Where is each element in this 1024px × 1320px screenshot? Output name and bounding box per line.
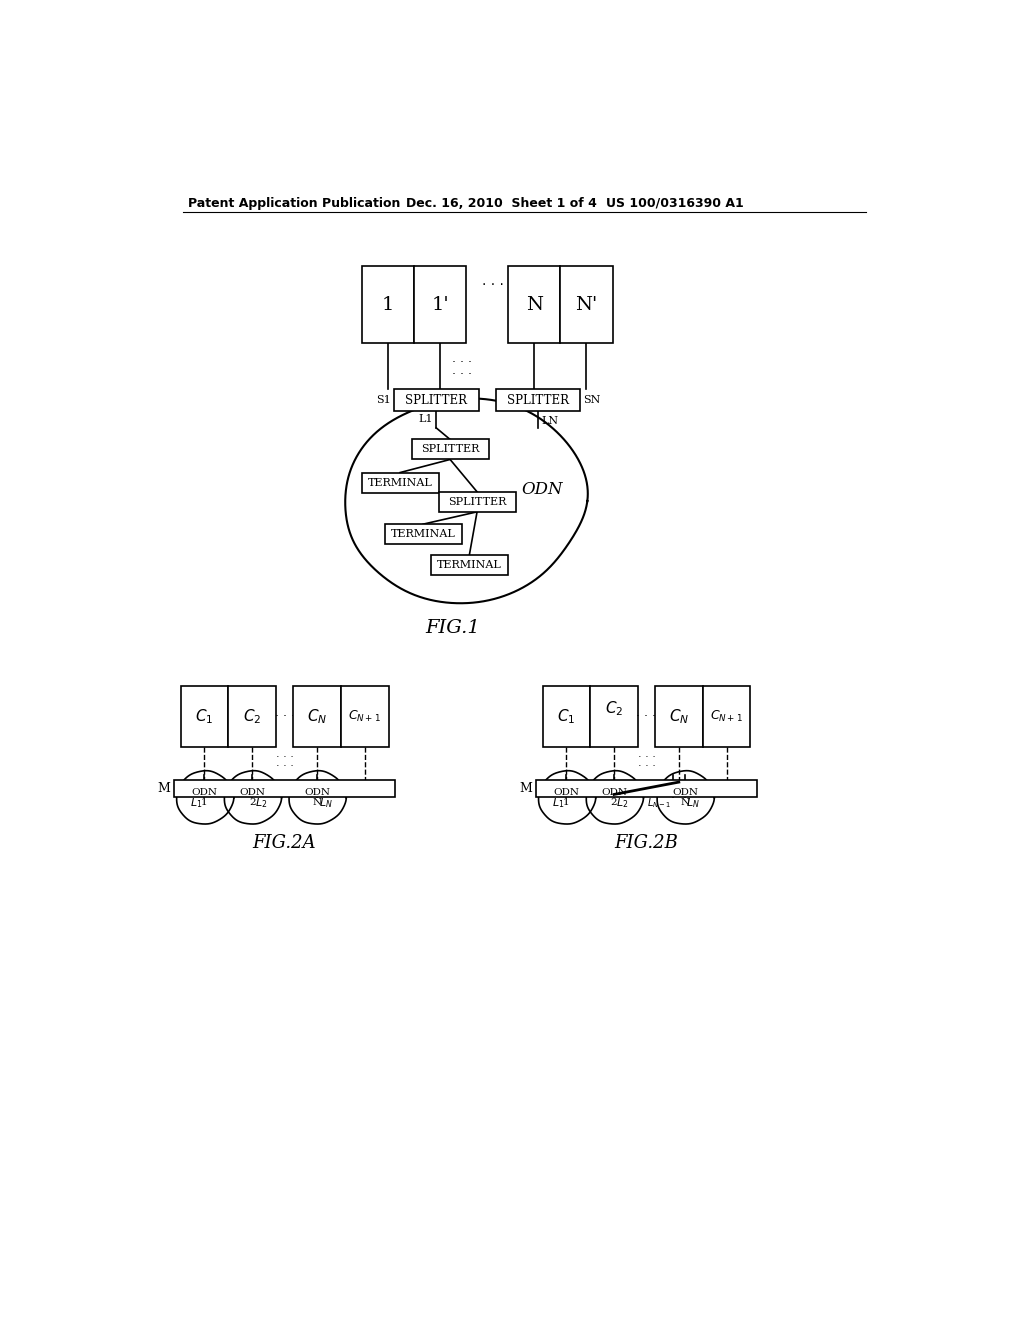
- Text: SN: SN: [584, 395, 601, 405]
- Bar: [590, 686, 638, 747]
- Polygon shape: [657, 771, 715, 824]
- Text: ODN
1: ODN 1: [191, 788, 217, 808]
- Text: N: N: [525, 296, 543, 314]
- Bar: [174, 780, 394, 797]
- Text: FIG.2A: FIG.2A: [253, 834, 316, 851]
- Text: $L_N$: $L_N$: [319, 796, 333, 809]
- Text: $C_N$: $C_N$: [307, 708, 327, 726]
- Bar: [537, 780, 757, 797]
- Bar: [385, 524, 462, 544]
- Text: SPLITTER: SPLITTER: [421, 445, 479, 454]
- Bar: [228, 686, 276, 747]
- Text: · · ·: · · ·: [481, 279, 504, 293]
- Bar: [655, 686, 702, 747]
- Text: $L_1$: $L_1$: [189, 796, 202, 809]
- Text: US 100/0316390 A1: US 100/0316390 A1: [606, 197, 744, 210]
- Polygon shape: [224, 771, 282, 824]
- Text: TERMINAL: TERMINAL: [437, 560, 502, 570]
- Text: ODN
N: ODN N: [304, 788, 330, 808]
- Text: 1': 1': [431, 296, 449, 314]
- Bar: [438, 492, 515, 512]
- Text: SPLITTER: SPLITTER: [447, 496, 506, 507]
- Text: FIG.1: FIG.1: [425, 619, 480, 638]
- Bar: [560, 267, 612, 343]
- Text: · · ·: · · ·: [275, 751, 294, 762]
- Text: · · ·: · · ·: [275, 760, 294, 771]
- Text: TERMINAL: TERMINAL: [368, 478, 432, 487]
- Text: M: M: [158, 781, 171, 795]
- Text: $L_N$: $L_N$: [686, 796, 700, 809]
- Text: · · ·: · · ·: [452, 356, 472, 370]
- Text: $C_1$: $C_1$: [196, 708, 214, 726]
- Text: FIG.2B: FIG.2B: [614, 834, 678, 851]
- Text: $L_{N-1}$: $L_{N-1}$: [646, 796, 671, 809]
- Bar: [496, 389, 581, 411]
- Text: $C_2$: $C_2$: [243, 708, 261, 726]
- Text: TERMINAL: TERMINAL: [391, 529, 456, 539]
- Text: $C_1$: $C_1$: [557, 708, 575, 726]
- Text: · · ·: · · ·: [274, 710, 295, 723]
- Polygon shape: [539, 771, 596, 824]
- Text: Dec. 16, 2010  Sheet 1 of 4: Dec. 16, 2010 Sheet 1 of 4: [407, 197, 597, 210]
- Bar: [361, 267, 414, 343]
- Text: $C_N$: $C_N$: [669, 708, 689, 726]
- Bar: [543, 686, 590, 747]
- Text: · · ·: · · ·: [638, 751, 655, 762]
- Text: LN: LN: [541, 416, 558, 426]
- Text: SPLITTER: SPLITTER: [507, 393, 569, 407]
- Text: · · ·: · · ·: [638, 760, 655, 771]
- Bar: [361, 473, 438, 492]
- Polygon shape: [289, 771, 346, 824]
- Text: ODN: ODN: [522, 480, 563, 498]
- Text: M: M: [519, 781, 532, 795]
- Text: $C_{N+1}$: $C_{N+1}$: [348, 709, 381, 725]
- Text: $L_2$: $L_2$: [255, 796, 267, 809]
- Bar: [412, 440, 488, 459]
- Text: $C_{N+1}$: $C_{N+1}$: [711, 709, 743, 725]
- Text: N': N': [575, 296, 598, 314]
- Polygon shape: [345, 399, 588, 603]
- Text: ODN
2: ODN 2: [601, 788, 627, 808]
- Text: 1: 1: [382, 296, 394, 314]
- Polygon shape: [587, 771, 643, 824]
- Text: $L_2$: $L_2$: [615, 796, 628, 809]
- Text: $C_2$: $C_2$: [605, 700, 624, 718]
- Bar: [394, 389, 478, 411]
- Bar: [414, 267, 466, 343]
- Bar: [341, 686, 388, 747]
- Bar: [293, 686, 341, 747]
- Text: ODN
N: ODN N: [672, 788, 698, 808]
- Text: · · ·: · · ·: [452, 367, 472, 380]
- Bar: [180, 686, 228, 747]
- Bar: [508, 267, 560, 343]
- Polygon shape: [176, 771, 233, 824]
- Text: $L_1$: $L_1$: [552, 796, 564, 809]
- Bar: [702, 686, 751, 747]
- Text: L1: L1: [419, 414, 433, 425]
- Text: · · ·: · · ·: [637, 710, 656, 723]
- Text: Patent Application Publication: Patent Application Publication: [188, 197, 400, 210]
- Bar: [431, 554, 508, 576]
- Text: S1: S1: [376, 395, 391, 405]
- Text: ODN
1: ODN 1: [553, 788, 580, 808]
- Text: ODN
2: ODN 2: [240, 788, 265, 808]
- Text: SPLITTER: SPLITTER: [406, 393, 467, 407]
